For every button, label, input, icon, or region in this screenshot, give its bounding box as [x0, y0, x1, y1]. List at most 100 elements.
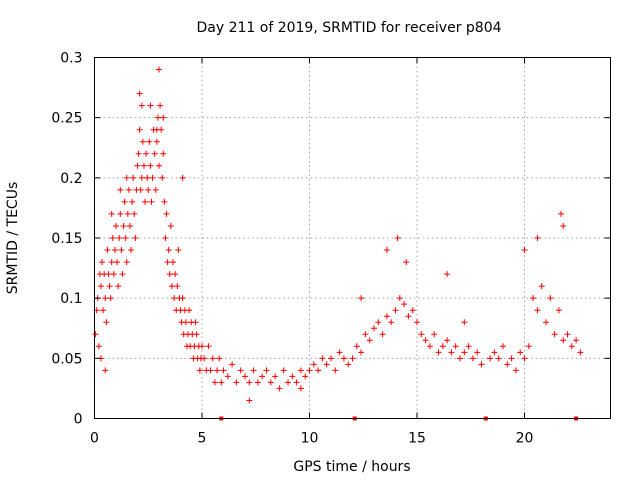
data-point [120, 222, 127, 229]
data-point [383, 313, 390, 320]
data-point [276, 385, 283, 392]
data-point [207, 367, 214, 374]
y-tick-label: 0.05 [51, 351, 82, 367]
data-point [218, 379, 225, 386]
data-point [461, 349, 468, 356]
data-point [396, 295, 403, 302]
data-point [134, 162, 141, 169]
data-point [160, 150, 167, 157]
data-point [125, 186, 132, 193]
data-point [250, 367, 257, 374]
data-point [431, 331, 438, 338]
data-point [289, 373, 296, 380]
data-point [405, 313, 412, 320]
data-point [102, 367, 109, 374]
data-point [118, 247, 125, 254]
y-tick-label: 0.25 [51, 111, 82, 127]
data-point [315, 367, 322, 374]
data-point [358, 295, 365, 302]
data-point [487, 355, 494, 362]
data-point [209, 355, 216, 362]
data-point [530, 295, 537, 302]
data-point [168, 283, 175, 290]
data-point [193, 331, 200, 338]
data-point [263, 367, 270, 374]
x-tick-label: 10 [301, 431, 319, 447]
data-point [403, 259, 410, 266]
data-point [129, 198, 136, 205]
data-point [123, 174, 130, 181]
data-point [547, 295, 554, 302]
data-point [500, 343, 506, 350]
data-point [558, 210, 565, 217]
data-point [145, 186, 152, 193]
data-point [461, 319, 468, 326]
data-point [543, 319, 549, 326]
x-tick-label: 20 [516, 431, 534, 447]
data-point [108, 259, 115, 266]
x-tick-label: 15 [408, 431, 426, 447]
data-point [179, 295, 186, 302]
data-point [149, 174, 156, 181]
data-point [216, 355, 223, 362]
data-point [401, 301, 408, 308]
data-point [138, 102, 145, 109]
data-point [444, 271, 451, 278]
data-point [128, 247, 135, 254]
data-point [332, 367, 339, 374]
data-point [146, 138, 153, 145]
data-point [495, 355, 502, 362]
data-point [534, 235, 541, 241]
data-point [394, 235, 401, 241]
data-point [163, 210, 170, 217]
data-point [435, 349, 442, 356]
data-point [186, 307, 193, 314]
data-point [306, 367, 313, 374]
data-point [379, 331, 386, 338]
y-tick-label: 0.15 [51, 231, 82, 247]
data-point [137, 186, 144, 193]
data-point [130, 174, 137, 181]
data-point [340, 355, 347, 362]
data-point [375, 319, 382, 326]
data-point [534, 307, 541, 314]
data-point [551, 331, 558, 338]
data-point [224, 373, 231, 380]
data-point [161, 198, 168, 205]
data-point [113, 222, 119, 229]
y-tick-label: 0.1 [60, 291, 82, 307]
data-point [323, 361, 330, 368]
data-point [328, 355, 334, 362]
data-point [560, 337, 567, 344]
data-point [414, 319, 420, 326]
axis-ticks [94, 57, 611, 419]
data-point [139, 138, 146, 145]
data-point [136, 126, 143, 133]
data-point [164, 259, 171, 266]
data-point [457, 355, 463, 362]
data-point [169, 259, 176, 266]
data-point [319, 355, 326, 362]
data-point [465, 343, 472, 350]
x-axis-label: GPS time / hours [293, 459, 410, 475]
data-point [132, 235, 139, 241]
data-point [115, 283, 122, 290]
data-point [345, 361, 352, 368]
data-point [512, 367, 519, 374]
data-point [474, 349, 481, 356]
y-tick-label: 0 [74, 412, 83, 428]
data-point [148, 198, 155, 205]
data-point [564, 331, 571, 338]
data-point [418, 331, 425, 338]
data-point [196, 367, 203, 374]
data-point [165, 247, 172, 254]
data-point [131, 210, 138, 217]
data-point [259, 373, 266, 380]
data-point [114, 259, 121, 266]
data-point [99, 259, 106, 266]
data-point [182, 319, 189, 326]
data-point [383, 247, 390, 254]
data-point [121, 198, 128, 205]
data-point [147, 102, 154, 109]
